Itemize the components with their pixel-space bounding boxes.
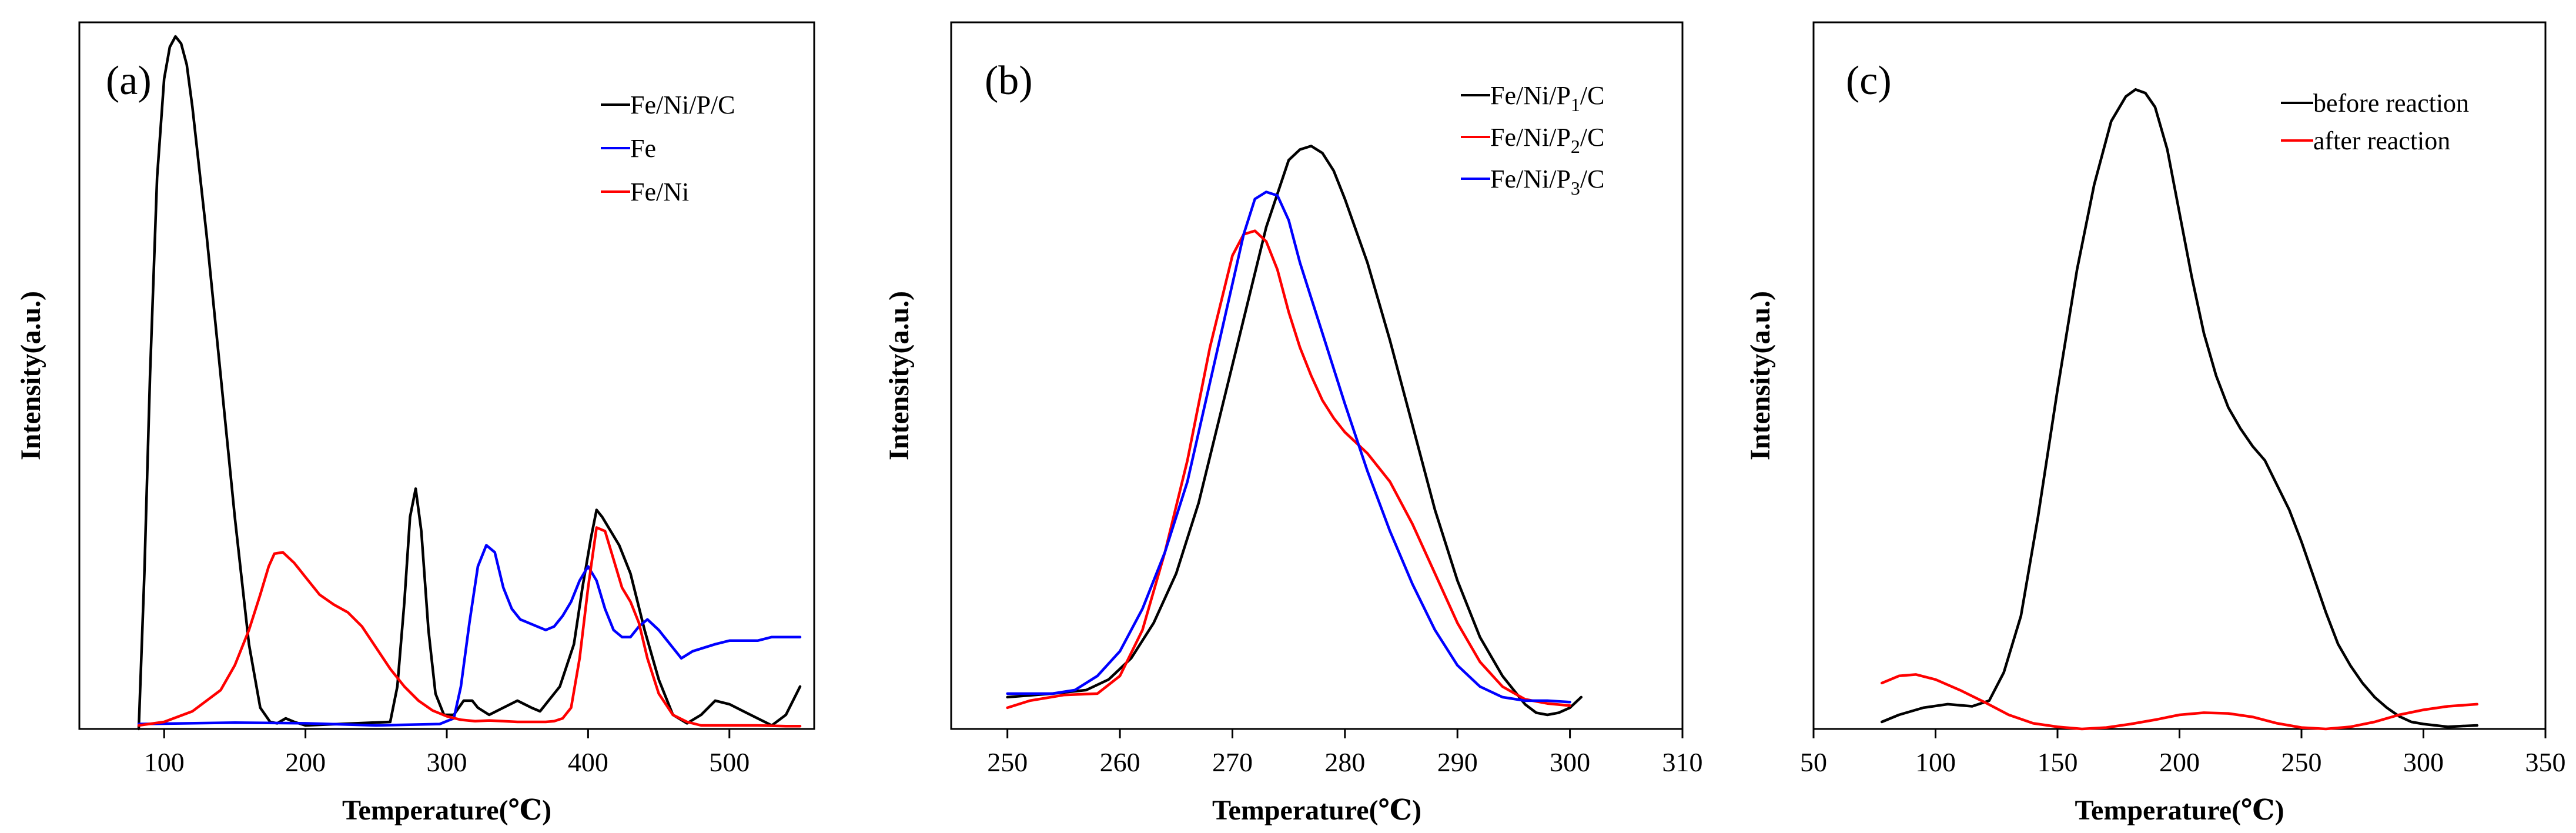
x-tick-label: 260 bbox=[1100, 747, 1140, 777]
panel-c: 50 100 150 200 250 300 350 Temperature(℃) Intens… bbox=[1745, 21, 2566, 826]
plot-frame bbox=[950, 21, 1684, 730]
legend-label: before reaction bbox=[2313, 89, 2469, 118]
x-tick-label: 300 bbox=[2403, 747, 2444, 777]
panel-b: 250 260 270 280 290 300 310 Temperature(℃) Inten… bbox=[884, 21, 1703, 826]
y-axis-title: Intensity(a.u.) bbox=[15, 291, 46, 460]
panel-label: (c) bbox=[1846, 58, 1892, 103]
plot-frame bbox=[78, 21, 815, 730]
x-tick-label: 150 bbox=[2038, 747, 2078, 777]
series-line-before-reaction bbox=[1880, 88, 2479, 728]
panel-a: 100 200 300 400 500 Temperature(℃) Intensity(a… bbox=[15, 21, 815, 826]
series-line-fe-ni-p3-c bbox=[1006, 190, 1571, 704]
x-tick-label: 250 bbox=[987, 747, 1028, 777]
x-tick-label: 350 bbox=[2525, 747, 2566, 777]
series-line-fe-ni bbox=[137, 526, 802, 728]
legend-label: Fe bbox=[630, 134, 656, 163]
legend-label: Fe/Ni bbox=[630, 178, 689, 206]
x-tick-label: 50 bbox=[1800, 747, 1827, 777]
x-tick-label: 100 bbox=[1915, 747, 1956, 777]
x-tick-label: 300 bbox=[427, 747, 467, 777]
legend-label: Fe/Ni/P1/C bbox=[1490, 81, 1605, 115]
panel-label: (a) bbox=[106, 58, 152, 103]
y-axis-title: Intensity(a.u.) bbox=[1745, 291, 1776, 460]
x-tick-label: 500 bbox=[709, 747, 750, 777]
series-line-after-reaction bbox=[1880, 673, 2479, 731]
x-axis-title: Temperature(℃) bbox=[342, 795, 551, 826]
x-tick-label: 200 bbox=[285, 747, 326, 777]
legend-label: after reaction bbox=[2313, 126, 2450, 155]
y-axis-title: Intensity(a.u.) bbox=[884, 291, 915, 460]
series-line-fe-ni-p2-c bbox=[1006, 229, 1571, 710]
x-tick-label: 280 bbox=[1324, 747, 1365, 777]
panel-label: (b) bbox=[985, 58, 1033, 103]
legend-label: Fe/Ni/P3/C bbox=[1490, 165, 1605, 199]
x-tick-label: 270 bbox=[1212, 747, 1253, 777]
x-tick-label: 200 bbox=[2159, 747, 2200, 777]
x-axis-title: Temperature(℃) bbox=[1212, 795, 1421, 826]
x-axis-title: Temperature(℃) bbox=[2075, 795, 2284, 826]
x-tick-label: 310 bbox=[1662, 747, 1703, 777]
legend-label: Fe/Ni/P2/C bbox=[1490, 123, 1605, 157]
series-line-fe-ni-p-c bbox=[137, 35, 802, 731]
x-tick-label: 100 bbox=[144, 747, 185, 777]
x-tick-label: 250 bbox=[2281, 747, 2322, 777]
x-tick-label: 400 bbox=[568, 747, 608, 777]
series-line-fe bbox=[137, 544, 802, 727]
x-tick-label: 290 bbox=[1437, 747, 1478, 777]
x-tick-label: 300 bbox=[1550, 747, 1590, 777]
legend-label: Fe/Ni/P/C bbox=[630, 91, 735, 119]
series-line-fe-ni-p1-c bbox=[1006, 145, 1583, 717]
